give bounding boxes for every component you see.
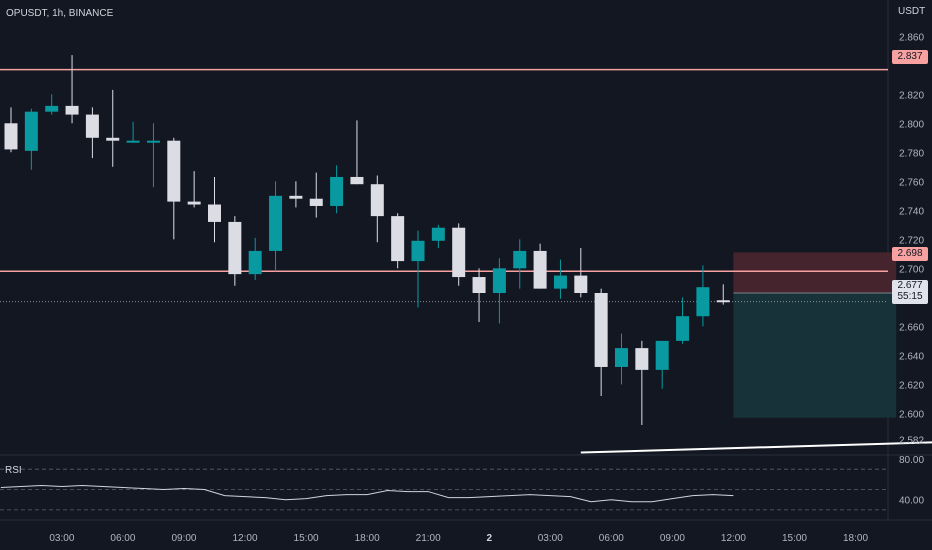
candle-body-31 <box>635 348 649 370</box>
candle-body-32 <box>655 340 669 370</box>
horizontal-levels <box>0 68 888 303</box>
candle-body-23 <box>472 277 486 293</box>
candle-body-17 <box>350 176 364 185</box>
price-tick-label-10: 2.640 <box>899 351 924 362</box>
candle-body-1 <box>24 111 38 151</box>
price-tick-label-0: 2.860 <box>899 32 924 43</box>
price-tick-label-3: 2.780 <box>899 148 924 159</box>
rsi-tick-label-0: 80.00 <box>899 455 924 466</box>
currency-label: USDT <box>898 6 926 17</box>
candle-body-14 <box>289 195 303 199</box>
candle-body-9 <box>187 201 201 205</box>
time-tick-label-1: 06:00 <box>110 533 135 544</box>
candle-body-25 <box>513 250 527 269</box>
price-tick-label-13: 2.582 <box>899 435 924 446</box>
candle-body-15 <box>309 198 323 206</box>
time-tick-label-8: 03:00 <box>538 533 563 544</box>
trend-line <box>580 441 932 454</box>
candle-body-30 <box>615 348 628 367</box>
symbol-title[interactable]: OPUSDT, 1h, BINANCE <box>6 8 114 19</box>
support-price-tag: 2.698 <box>892 247 928 261</box>
last-price-tag: 2.677 55:15 <box>892 280 928 304</box>
candle-body-35 <box>716 300 730 303</box>
candle-body-26 <box>533 250 547 289</box>
candle-body-6 <box>126 140 140 143</box>
candle-body-34 <box>696 287 710 317</box>
time-tick-label-3: 12:00 <box>233 533 258 544</box>
candle-body-10 <box>208 204 221 222</box>
candle-body-4 <box>85 114 99 138</box>
price-tick-label-2: 2.800 <box>899 119 924 130</box>
time-tick-label-11: 12:00 <box>721 533 746 544</box>
candle-body-8 <box>167 140 181 202</box>
candle-body-11 <box>228 221 242 275</box>
candle-body-19 <box>391 216 405 262</box>
time-tick-label-10: 09:00 <box>660 533 685 544</box>
candle-body-33 <box>676 316 690 341</box>
candle-body-13 <box>269 195 283 251</box>
candle-body-21 <box>431 227 445 241</box>
rsi-line <box>0 484 734 503</box>
bar-countdown: 55:15 <box>897 291 923 302</box>
price-tick-label-7: 2.700 <box>899 264 924 275</box>
price-tick-label-9: 2.660 <box>899 322 924 333</box>
time-tick-label-4: 15:00 <box>294 533 319 544</box>
stop-loss-zone <box>733 252 897 293</box>
candle-body-28 <box>574 275 588 293</box>
rsi-title[interactable]: RSI <box>5 465 22 476</box>
price-axis: 2.860 2.820 2.800 2.780 2.760 2.740 2.720 2.700… <box>899 32 924 446</box>
candle-body-7 <box>146 140 160 143</box>
resistance-price-tag: 2.837 <box>892 50 928 64</box>
price-tick-label-1: 2.820 <box>899 90 924 101</box>
price-tick-label-12: 2.600 <box>899 409 924 420</box>
rsi-tick-label-1: 40.00 <box>899 496 924 507</box>
candle-body-2 <box>45 105 59 112</box>
candle-body-20 <box>411 240 425 262</box>
time-axis: 03:00 06:00 09:00 12:00 15:00 18:00 21:00 2 03:0… <box>49 533 868 544</box>
time-tick-label-9: 06:00 <box>599 533 624 544</box>
candlesticks <box>4 55 730 425</box>
candle-body-22 <box>452 227 466 278</box>
candle-body-18 <box>370 184 384 217</box>
time-tick-label-12: 15:00 <box>782 533 807 544</box>
candle-body-29 <box>594 292 608 367</box>
rsi-pane: 80.00 40.00 <box>0 455 924 511</box>
time-tick-label-7: 2 <box>486 533 492 544</box>
time-tick-label-6: 21:00 <box>416 533 441 544</box>
candle-body-0 <box>4 123 18 150</box>
candle-body-3 <box>65 105 79 115</box>
price-tick-label-6: 2.720 <box>899 235 924 246</box>
candle-body-24 <box>492 268 506 293</box>
position-zones <box>733 252 897 418</box>
candle-body-5 <box>106 137 120 141</box>
price-tick-label-4: 2.760 <box>899 177 924 188</box>
price-tick-label-11: 2.620 <box>899 380 924 391</box>
trend-line-segment <box>580 441 932 454</box>
last-price-value: 2.677 <box>897 280 923 291</box>
candle-body-12 <box>248 250 262 275</box>
time-tick-label-2: 09:00 <box>171 533 196 544</box>
price-tick-label-5: 2.740 <box>899 206 924 217</box>
candle-body-16 <box>330 176 344 206</box>
candle-body-27 <box>553 275 567 289</box>
time-tick-label-5: 18:00 <box>355 533 380 544</box>
time-tick-label-13: 18:00 <box>843 533 868 544</box>
take-profit-zone <box>733 292 897 418</box>
time-tick-label-0: 03:00 <box>49 533 74 544</box>
